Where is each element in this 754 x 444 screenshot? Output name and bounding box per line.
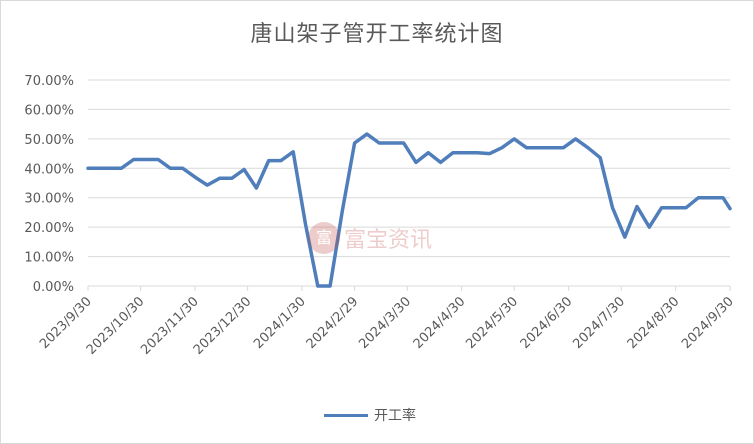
data-point <box>513 137 516 141</box>
data-point <box>488 152 491 155</box>
data-point <box>378 141 381 145</box>
data-point <box>623 235 626 239</box>
y-tick-label: 10.00% <box>24 251 74 266</box>
data-point <box>500 146 504 149</box>
data-point <box>157 158 160 161</box>
data-point <box>144 158 148 161</box>
x-tick-label: 2024/6/30 <box>518 294 576 352</box>
legend-swatch <box>324 413 368 417</box>
data-point <box>242 168 246 171</box>
data-point <box>414 161 418 164</box>
y-tick-label: 70.00% <box>24 74 74 89</box>
data-point <box>341 209 344 213</box>
data-point <box>292 150 295 153</box>
data-point <box>169 167 172 170</box>
chart-title: 唐山架子管开工率统计图 <box>250 22 504 47</box>
data-point <box>218 177 221 180</box>
gridlines <box>88 79 730 287</box>
x-tick-label: 2023/9/30 <box>37 294 95 352</box>
x-tick-label: 2024/9/30 <box>679 294 737 352</box>
data-point <box>537 146 540 149</box>
data-point <box>611 206 614 209</box>
x-tick-label: 2024/5/30 <box>463 294 521 352</box>
x-axis: 2023/9/302023/10/302023/11/302023/12/302… <box>37 286 737 358</box>
x-tick-label: 2024/3/30 <box>356 294 414 352</box>
data-point <box>697 196 700 199</box>
data-point <box>255 186 258 190</box>
data-point <box>549 146 553 149</box>
data-point <box>230 177 233 180</box>
y-tick-label: 20.00% <box>24 221 74 236</box>
data-point <box>728 207 732 210</box>
data-point <box>316 284 319 288</box>
data-point <box>635 205 639 208</box>
series-layer <box>86 132 732 288</box>
x-tick-label: 2024/8/30 <box>625 294 683 352</box>
data-point <box>95 167 99 170</box>
data-point <box>86 167 90 170</box>
y-tick-label: 40.00% <box>24 162 74 177</box>
legend: 开工率 <box>324 405 416 425</box>
y-tick-label: 0.00% <box>33 280 74 295</box>
watermark-logo-icon: 富 <box>308 222 340 254</box>
data-point <box>648 225 651 229</box>
data-point <box>206 183 209 187</box>
data-point <box>267 159 270 162</box>
data-point <box>709 196 712 199</box>
series-line <box>86 132 732 288</box>
data-point <box>427 151 430 154</box>
y-tick-label: 30.00% <box>24 192 74 207</box>
data-point <box>132 158 135 161</box>
data-point <box>439 161 442 164</box>
data-point <box>476 151 479 154</box>
data-point <box>279 159 283 162</box>
data-point <box>525 146 528 149</box>
data-point <box>193 175 197 179</box>
data-point <box>402 141 405 145</box>
y-axis: 0.00% 10.00% 20.00% 30.00% 40.00% 50.00% 60.00… <box>24 74 74 295</box>
data-point <box>107 167 111 170</box>
data-point <box>120 167 123 170</box>
data-point <box>721 196 725 199</box>
data-point <box>562 146 565 149</box>
data-point <box>672 206 676 209</box>
y-tick-label: 60.00% <box>24 103 74 118</box>
data-point <box>660 206 663 209</box>
x-tick-label: 2024/1/30 <box>251 294 309 352</box>
data-point <box>181 167 184 170</box>
watermark: 富 富宝资讯 <box>308 222 432 254</box>
data-point <box>463 151 467 154</box>
data-point <box>451 151 455 154</box>
data-point <box>574 137 577 141</box>
y-tick-label: 50.00% <box>24 133 74 148</box>
data-point <box>684 206 688 209</box>
x-tick-label: 2024/4/30 <box>411 294 469 352</box>
data-point <box>586 146 590 149</box>
data-point <box>365 132 369 136</box>
data-point <box>353 141 356 145</box>
data-point <box>328 284 332 288</box>
data-point <box>304 223 307 226</box>
data-point <box>390 141 393 145</box>
x-tick-label: 2024/7/30 <box>570 294 628 352</box>
legend-label: 开工率 <box>374 408 416 424</box>
watermark-text: 富宝资讯 <box>344 228 433 253</box>
x-tick-label: 2024/2/29 <box>304 294 362 352</box>
data-point <box>599 156 602 159</box>
